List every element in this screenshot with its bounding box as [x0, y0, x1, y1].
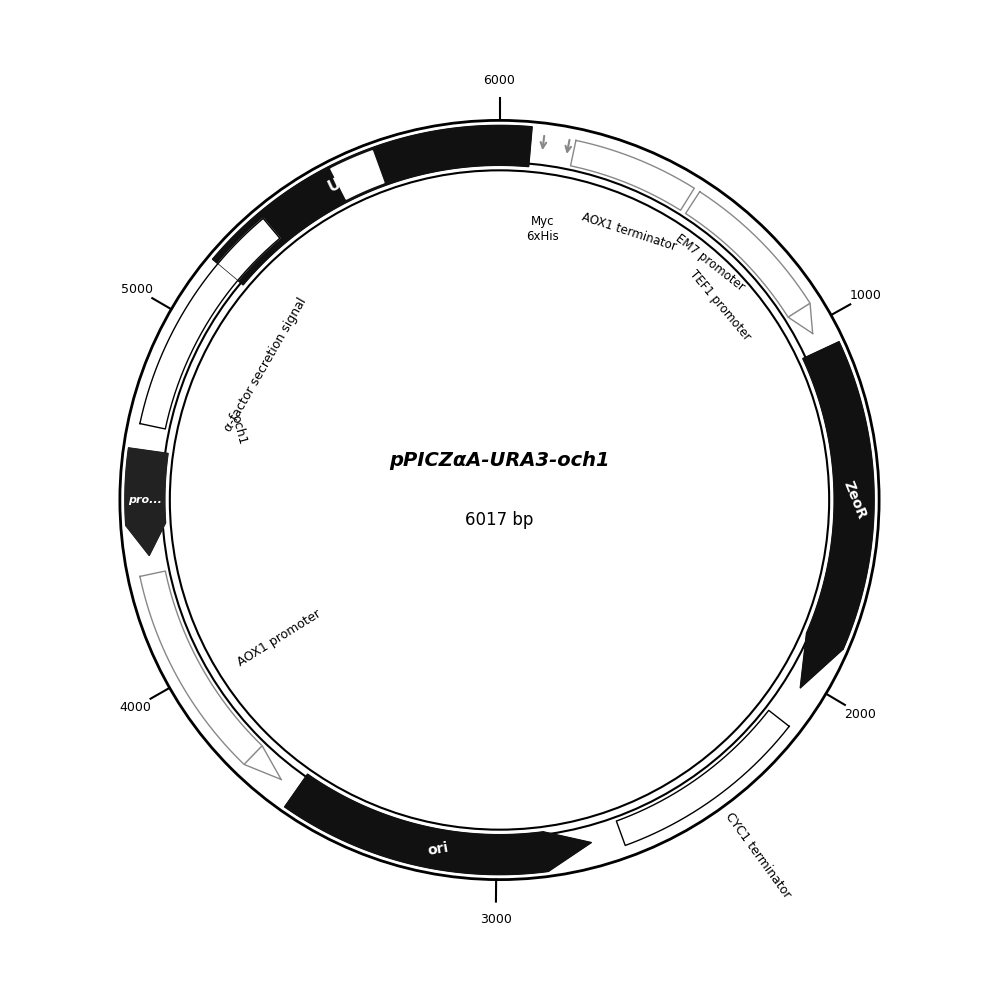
Polygon shape [285, 774, 548, 875]
Text: 5000: 5000 [121, 283, 153, 296]
Polygon shape [803, 342, 874, 649]
Polygon shape [685, 192, 810, 317]
Text: 2000: 2000 [844, 708, 876, 721]
Polygon shape [800, 633, 843, 688]
Text: 4000: 4000 [119, 701, 151, 714]
Text: 6017 bp: 6017 bp [466, 511, 533, 529]
Polygon shape [331, 151, 384, 199]
Text: 1000: 1000 [850, 289, 882, 302]
Polygon shape [616, 710, 789, 845]
Text: EM7 promoter: EM7 promoter [673, 232, 747, 293]
Text: 3000: 3000 [480, 913, 511, 926]
Polygon shape [543, 832, 591, 871]
Polygon shape [244, 746, 281, 779]
Text: Myc
6xHis: Myc 6xHis [526, 215, 558, 243]
Text: AOX1 promoter: AOX1 promoter [235, 607, 324, 669]
Polygon shape [213, 125, 532, 285]
Text: pPICZαA-URA3-och1: pPICZαA-URA3-och1 [390, 451, 609, 470]
Polygon shape [788, 303, 812, 334]
Polygon shape [140, 571, 262, 764]
Polygon shape [140, 218, 280, 429]
Text: 6000: 6000 [484, 74, 515, 87]
Polygon shape [126, 523, 166, 555]
Text: CYC1 terminator: CYC1 terminator [722, 810, 793, 901]
Text: pro...: pro... [128, 495, 162, 505]
Polygon shape [570, 140, 694, 210]
Text: TEF1 promoter: TEF1 promoter [687, 267, 753, 343]
Text: ZeoR: ZeoR [840, 479, 868, 521]
Polygon shape [125, 448, 168, 525]
Text: och1: och1 [229, 414, 249, 447]
Text: α-factor secretion signal: α-factor secretion signal [222, 296, 310, 434]
Text: URA3: URA3 [326, 162, 374, 195]
Text: ori: ori [427, 841, 450, 858]
Text: AOX1 terminator: AOX1 terminator [579, 210, 677, 253]
